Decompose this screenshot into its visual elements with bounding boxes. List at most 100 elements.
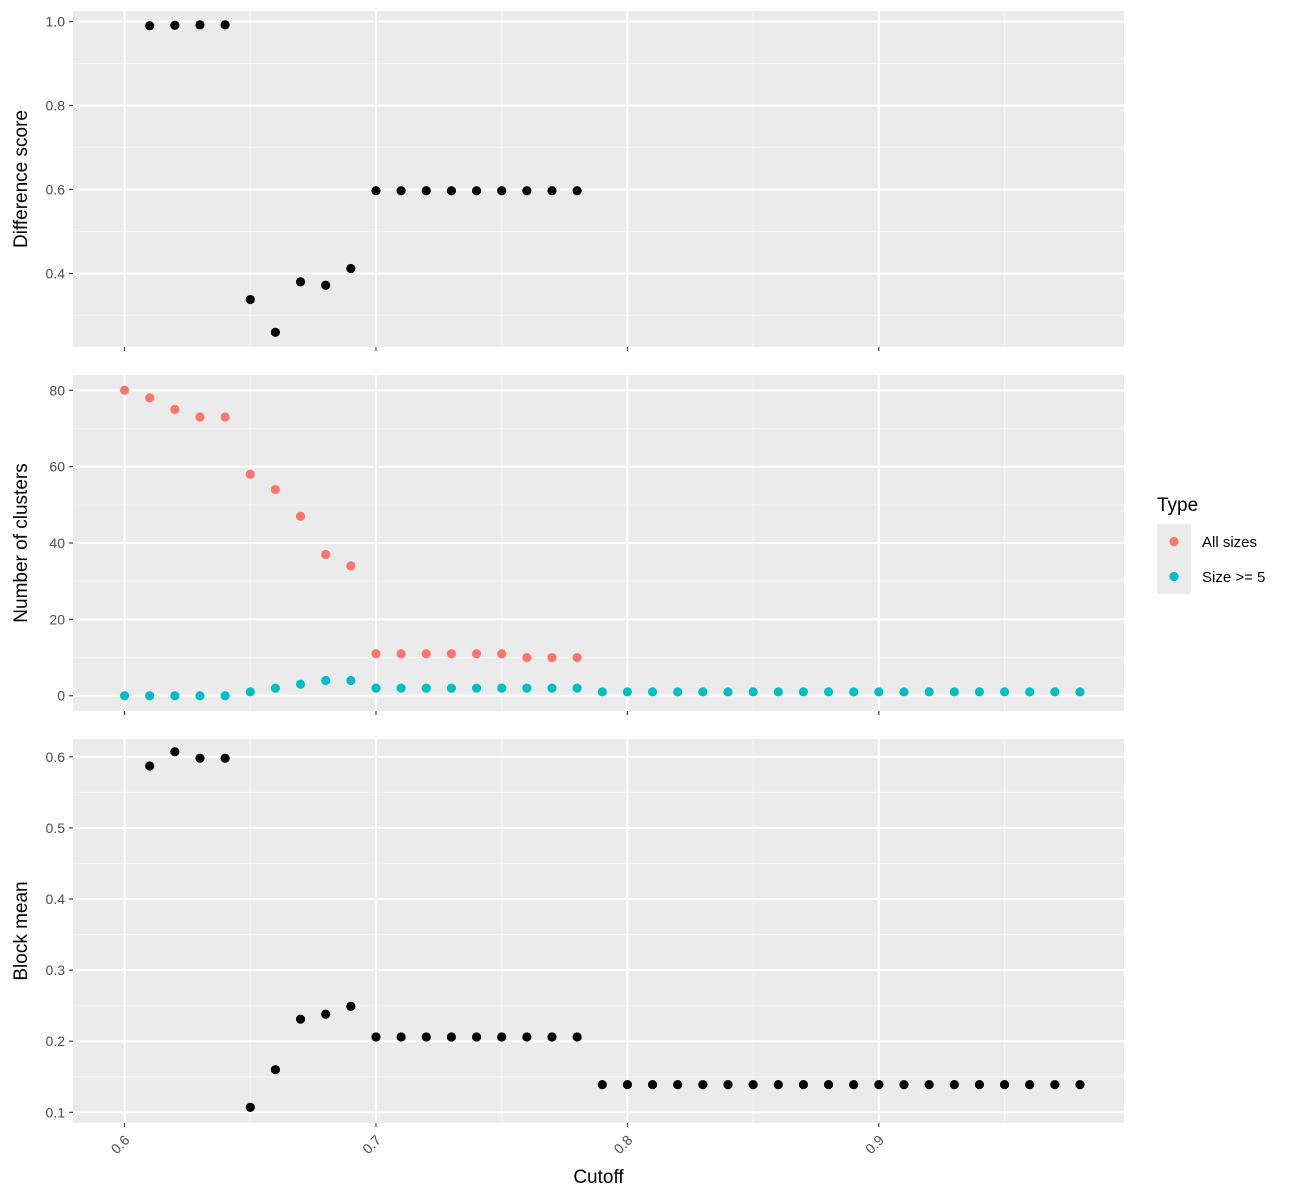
data-point (647, 1080, 658, 1090)
panel-1: 0.4 0.6 0.8 1.0 Difference score (11, 11, 1124, 351)
panel-background (73, 739, 1124, 1123)
data-point (748, 1080, 758, 1090)
data-point (798, 1080, 809, 1090)
data-point (371, 649, 381, 659)
series-points (145, 747, 1085, 1112)
data-point (497, 683, 507, 693)
data-point (597, 1080, 607, 1090)
data-point (270, 683, 281, 693)
data-point (145, 21, 155, 31)
data-point (1050, 1080, 1060, 1090)
y-tick-label: 0.8 (46, 98, 66, 114)
data-point (471, 649, 482, 659)
data-point (245, 294, 255, 305)
data-point (170, 691, 180, 701)
data-point (622, 1080, 633, 1090)
legend-label: All sizes (1202, 534, 1257, 551)
data-point (924, 1080, 934, 1090)
data-point (899, 687, 909, 697)
data-point (497, 1032, 507, 1042)
data-point (773, 687, 783, 697)
x-tick-label: 0.9 (862, 1132, 887, 1157)
series-points (145, 20, 582, 337)
data-point (321, 1009, 331, 1019)
data-point (145, 393, 155, 403)
data-point (245, 469, 255, 479)
data-point (295, 511, 306, 521)
data-point (572, 652, 582, 663)
data-point (497, 649, 507, 659)
x-axis-title: Cutoff (573, 1167, 624, 1188)
y-tick-label: 0.4 (46, 266, 66, 282)
data-point (119, 385, 130, 395)
legend-key-point (1169, 536, 1179, 547)
data-point (145, 761, 155, 771)
data-point (270, 1065, 281, 1075)
x-axis: 0.6 0.7 0.8 0.9 (108, 1132, 888, 1157)
y-tick-label: 60 (49, 459, 65, 475)
legend-label: Size >= 5 (1202, 569, 1265, 586)
data-point (446, 683, 457, 693)
data-point (622, 687, 633, 697)
panel-3: 0.1 0.2 0.3 0.4 0.5 0.6 Block mean (11, 739, 1124, 1127)
data-point (170, 20, 180, 30)
data-point (773, 1080, 783, 1090)
data-point (220, 412, 230, 422)
data-point (522, 683, 532, 693)
data-point (899, 1080, 909, 1090)
data-point (823, 687, 834, 697)
panel-background (73, 11, 1124, 347)
data-point (823, 1080, 834, 1090)
data-point (421, 649, 431, 659)
y-tick-label: 0.1 (46, 1104, 66, 1120)
y-tick-label: 0.5 (46, 820, 66, 836)
data-point (371, 1032, 381, 1042)
y-tick-label: 1.0 (46, 14, 66, 30)
data-point (547, 1032, 557, 1042)
data-point (270, 327, 281, 337)
data-point (698, 1080, 708, 1090)
data-point (522, 1032, 532, 1042)
data-point (1075, 687, 1085, 697)
data-point (471, 186, 482, 196)
data-point (999, 687, 1010, 697)
data-point (170, 404, 180, 414)
x-tick-label: 0.6 (108, 1132, 133, 1157)
y-tick-label: 20 (49, 611, 65, 627)
data-point (974, 1080, 985, 1090)
data-point (723, 687, 733, 697)
y-axis-title: Block mean (11, 881, 32, 980)
data-point (949, 687, 959, 697)
legend-entry: All sizes (1157, 524, 1257, 559)
data-point (119, 691, 130, 701)
data-point (446, 186, 457, 196)
y-tick-label: 0.6 (46, 182, 66, 198)
data-point (346, 1001, 356, 1011)
data-point (421, 186, 431, 196)
data-point (321, 280, 331, 290)
data-point (999, 1080, 1010, 1090)
y-tick-label: 0.3 (46, 962, 66, 978)
data-point (145, 691, 155, 701)
data-point (295, 1014, 306, 1024)
data-point (849, 687, 859, 697)
data-point (572, 186, 582, 196)
series-all-sizes (119, 385, 582, 663)
data-point (371, 186, 381, 196)
data-point (471, 683, 482, 693)
data-point (522, 652, 532, 663)
data-point (1025, 1080, 1035, 1090)
data-point (295, 277, 306, 287)
data-point (446, 1032, 457, 1042)
panel-2: 0 20 40 60 80 Number of clusters (11, 375, 1124, 715)
data-point (1050, 687, 1060, 697)
data-point (321, 675, 331, 686)
panels-layer: 0.4 0.6 0.8 1.0 Difference score 0 20 40 60 80 Num… (11, 11, 1124, 1127)
y-axis-title: Number of clusters (11, 463, 32, 622)
data-point (1025, 687, 1035, 697)
data-point (321, 549, 331, 560)
y-tick-label: 40 (49, 535, 65, 551)
data-point (849, 1080, 859, 1090)
y-tick-label: 0.6 (46, 749, 66, 765)
data-point (245, 1102, 255, 1112)
